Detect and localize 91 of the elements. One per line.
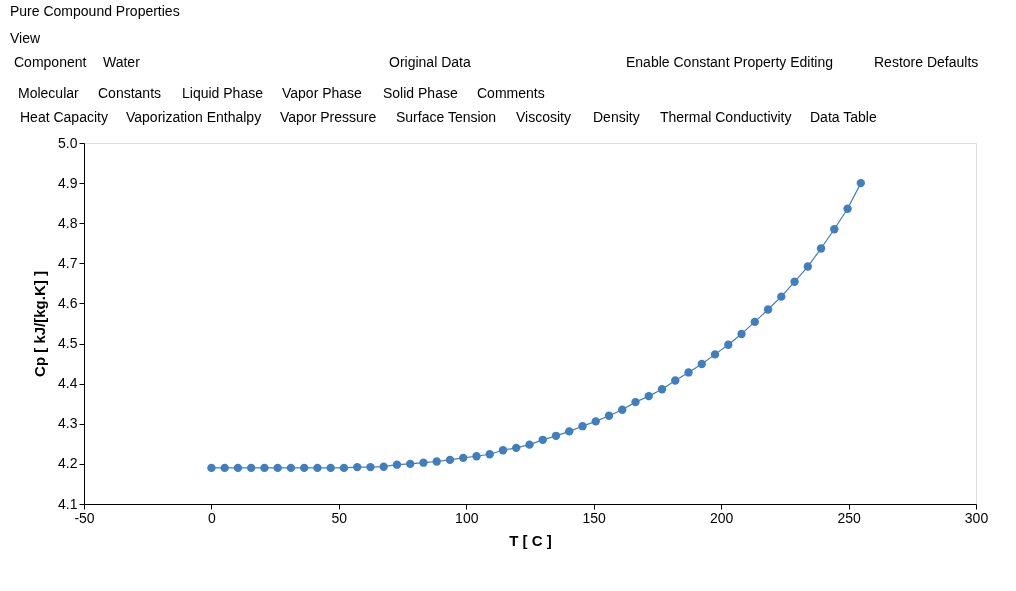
text: Molecular	[18, 85, 80, 101]
text: View	[10, 30, 41, 46]
point	[207, 463, 216, 473]
text: Data Table	[810, 109, 877, 125]
point	[737, 329, 746, 339]
text: Viscosity	[516, 109, 571, 125]
point	[406, 459, 415, 469]
text: Solid Phase	[383, 85, 458, 101]
text: Original Data	[389, 54, 471, 70]
point	[432, 457, 441, 466]
text: Liquid Phase	[182, 85, 264, 101]
point	[498, 446, 508, 455]
point	[591, 417, 600, 426]
y-tick-label: 4.4	[58, 375, 78, 392]
text: Enable Constant Property Editing	[626, 54, 834, 70]
x-tick-label: 100	[455, 509, 479, 526]
point	[750, 317, 759, 327]
x-tick-label: 50	[331, 509, 348, 526]
point	[233, 463, 243, 473]
y-tick-label: 4.6	[58, 294, 78, 311]
point	[459, 453, 468, 463]
x-tick-label: 250	[837, 509, 861, 526]
text: Water	[103, 54, 141, 70]
text: Surface Tension	[396, 109, 497, 125]
point	[286, 463, 296, 473]
x-axis-title: T [ C ]	[509, 531, 552, 549]
point	[538, 435, 547, 444]
x-tick-label: 200	[709, 509, 734, 526]
x-tick-label: 0	[208, 509, 217, 526]
point	[326, 463, 335, 473]
point	[485, 450, 494, 459]
text: Constants	[98, 85, 162, 101]
point	[220, 463, 229, 473]
point	[392, 460, 402, 469]
point	[313, 463, 322, 473]
x-tick-label: 300	[964, 509, 989, 526]
text: Vaporization Enthalpy	[126, 109, 262, 125]
point	[604, 411, 614, 420]
chart-title: Pure Compound Properties	[10, 3, 180, 19]
point	[472, 452, 481, 461]
point	[777, 292, 786, 301]
text: Density	[593, 109, 640, 125]
point	[644, 391, 653, 401]
y-tick-label: 4.3	[58, 415, 78, 432]
y-tick-label: 4.8	[58, 214, 78, 231]
point	[816, 244, 826, 253]
point	[843, 204, 852, 213]
text: Vapor Pressure	[280, 109, 377, 125]
point	[790, 277, 799, 286]
text: Heat Capacity	[20, 109, 108, 125]
point	[565, 427, 574, 436]
point	[724, 340, 733, 349]
y-tick-label: 5.0	[58, 134, 78, 151]
point	[512, 443, 521, 453]
point	[710, 350, 720, 359]
point	[856, 178, 865, 188]
point	[803, 262, 812, 271]
point	[353, 462, 362, 472]
x-tick-label: 150	[582, 509, 607, 526]
y-tick-label: 4.5	[58, 335, 78, 352]
point	[763, 305, 773, 314]
text: Comments	[477, 85, 545, 101]
point	[445, 455, 455, 465]
point	[697, 359, 706, 369]
point	[671, 376, 680, 385]
point	[419, 458, 428, 467]
text: Thermal Conductivity	[660, 109, 792, 125]
point	[339, 463, 349, 473]
point	[684, 368, 693, 377]
point	[578, 422, 587, 431]
point	[830, 225, 839, 234]
point	[525, 440, 534, 449]
point	[551, 431, 561, 440]
point	[618, 405, 627, 414]
text: Component	[14, 54, 87, 70]
point	[247, 463, 256, 473]
point	[260, 463, 269, 473]
point	[366, 462, 375, 472]
y-tick-label: 4.7	[58, 254, 78, 271]
point	[657, 385, 667, 394]
y-tick-label: 4.2	[58, 455, 78, 472]
point	[273, 463, 282, 473]
point	[379, 462, 388, 471]
text: Vapor Phase	[282, 85, 363, 101]
y-tick-label: 4.9	[58, 174, 78, 191]
point	[300, 463, 309, 473]
y-axis-title: Cp [ kJ/[kg.K] ]	[31, 271, 49, 377]
text: Restore Defaults	[874, 54, 979, 70]
y-tick-label: 4.1	[58, 495, 78, 512]
x-tick-label: -50	[74, 509, 95, 526]
point	[631, 397, 640, 407]
